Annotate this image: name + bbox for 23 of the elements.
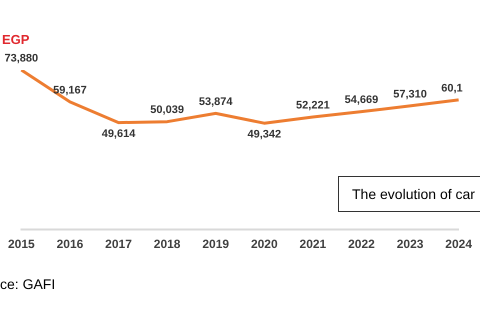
data-label: 59,167 xyxy=(53,84,87,96)
data-label: 53,874 xyxy=(198,96,234,108)
x-tick-label: 2016 xyxy=(56,237,84,252)
data-label: 52,221 xyxy=(296,99,330,112)
data-label: 49,342 xyxy=(247,128,282,141)
y-axis-title: EGP xyxy=(2,32,30,47)
x-tick-label: 2018 xyxy=(154,237,181,252)
data-label: 54,669 xyxy=(344,94,378,106)
data-label: 73,880 xyxy=(4,52,38,65)
x-tick-label: 2024 xyxy=(445,237,472,252)
annotation: 60,1 xyxy=(441,82,463,94)
text: The evolution of car xyxy=(338,176,480,212)
x-tick-label: 2021 xyxy=(300,237,327,252)
x-tick-label: 2022 xyxy=(348,237,376,252)
x-tick-label: 2019 xyxy=(202,237,230,252)
x-tick-label: 2023 xyxy=(396,237,424,252)
x-tick-label: 2020 xyxy=(250,237,278,252)
data-label: 57,310 xyxy=(393,88,427,100)
text: ce: GAFI xyxy=(0,276,56,292)
data-label: 50,039 xyxy=(150,104,184,116)
x-tick-label: 2017 xyxy=(105,237,132,252)
x-tick-label: 2015 xyxy=(8,237,36,252)
data-label: 49,614 xyxy=(102,128,136,140)
